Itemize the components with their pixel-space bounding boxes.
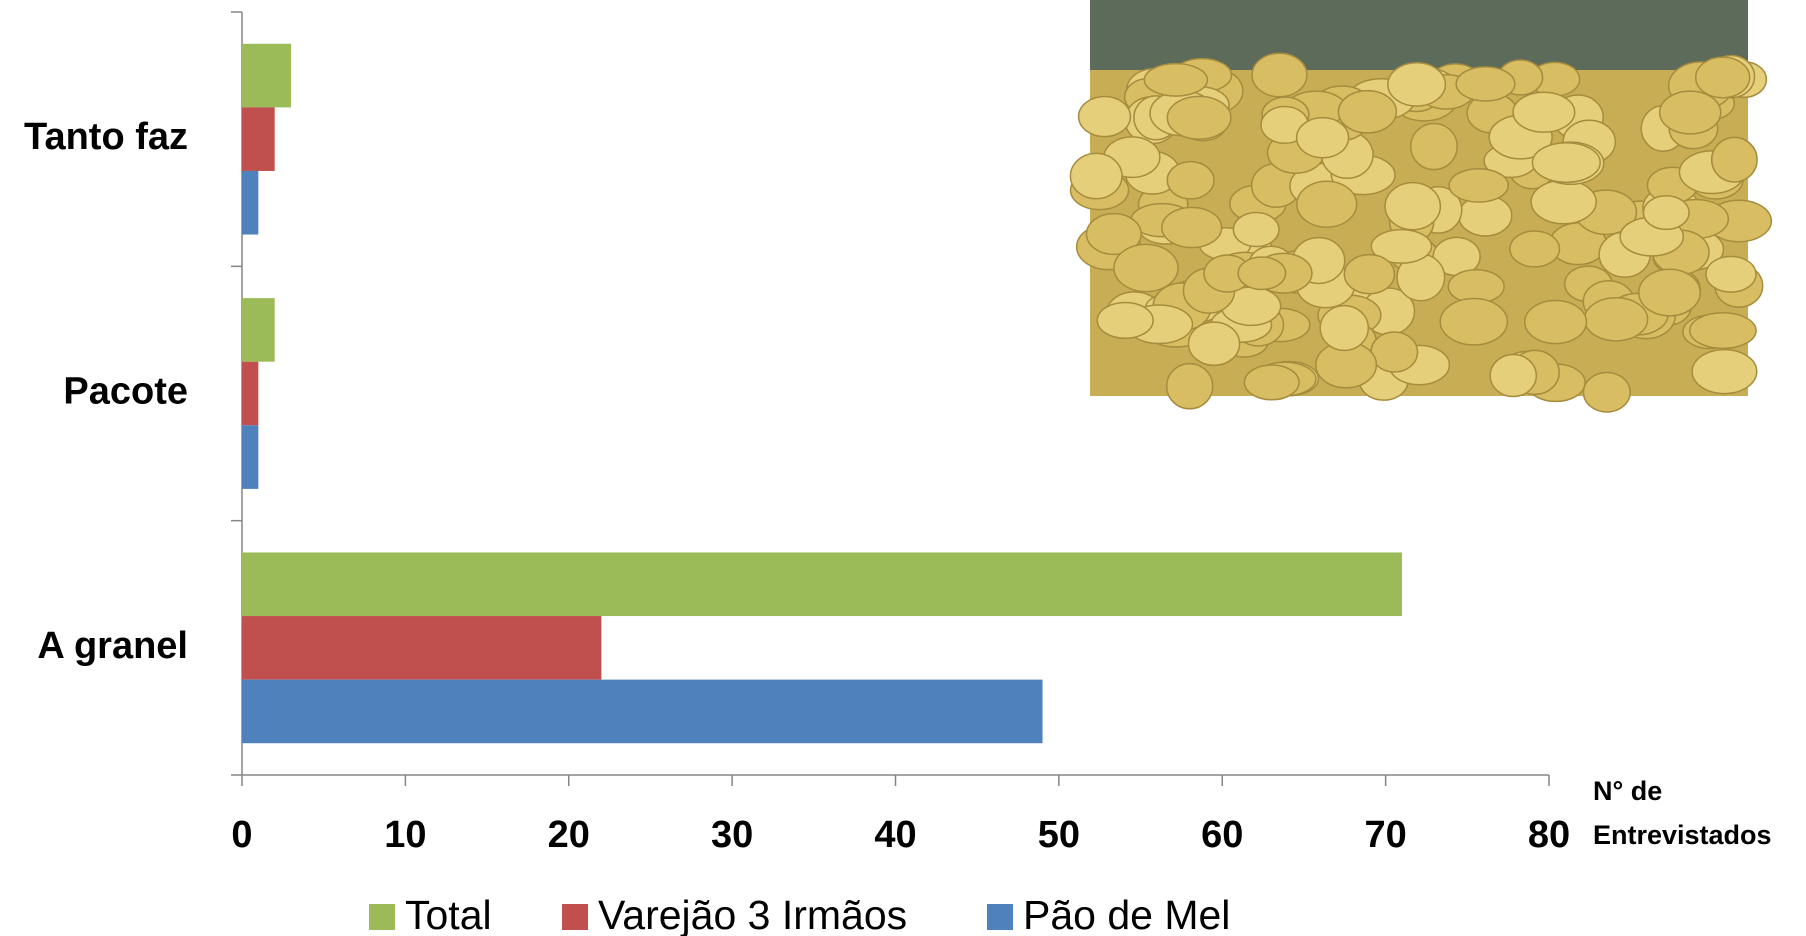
potato (1642, 195, 1690, 231)
potato (1638, 268, 1701, 317)
potato (1295, 116, 1350, 159)
x-tick-label: 20 (548, 814, 590, 856)
potato (1143, 62, 1209, 97)
legend-label: Varejão 3 Irmãos (598, 892, 907, 936)
potato (1232, 211, 1280, 248)
legend-swatch (562, 904, 588, 930)
x-tick-label: 40 (874, 814, 916, 856)
potato (1251, 52, 1308, 98)
potato (1161, 206, 1223, 249)
potato (1705, 255, 1757, 293)
bar (242, 679, 1043, 744)
legend-label: Total (405, 892, 492, 936)
potato (1512, 91, 1576, 133)
bar (242, 616, 602, 680)
y-tick-label: Pacote (63, 371, 188, 413)
potato (1165, 362, 1214, 410)
potato (1658, 90, 1722, 135)
potato (1187, 321, 1241, 367)
potato (1069, 152, 1123, 200)
bar (242, 107, 275, 171)
potato (1370, 331, 1419, 373)
potato (1489, 353, 1538, 398)
x-axis-label: Entrevistados (1593, 820, 1772, 850)
potato (1694, 56, 1751, 99)
potato (1531, 141, 1601, 184)
potato (1337, 89, 1398, 134)
potato (1343, 253, 1396, 295)
potato (1509, 230, 1561, 268)
x-axis-label: N° de (1593, 776, 1662, 806)
potato (1688, 312, 1757, 350)
x-tick-label: 60 (1201, 814, 1243, 856)
x-tick-label: 50 (1038, 814, 1080, 856)
potato (1439, 297, 1509, 346)
x-tick-label: 10 (384, 814, 426, 856)
potato (1691, 348, 1758, 395)
potato (1387, 62, 1447, 107)
potato (1237, 256, 1287, 291)
potato (1243, 364, 1300, 401)
bar (242, 298, 275, 362)
x-tick-label: 80 (1528, 814, 1570, 856)
potato (1582, 371, 1631, 413)
photo-shelf (1090, 0, 1748, 70)
potato (1166, 160, 1215, 200)
bar (242, 43, 292, 108)
potato (1166, 95, 1232, 140)
y-tick-label: A granel (37, 625, 188, 667)
potato (1384, 181, 1442, 231)
bar (242, 552, 1402, 617)
legend-swatch (987, 904, 1013, 930)
potato (1530, 179, 1597, 225)
potato (1113, 243, 1179, 293)
legend-swatch (369, 904, 395, 930)
potato (1455, 66, 1516, 102)
potato (1409, 122, 1458, 171)
potato (1523, 299, 1588, 345)
x-tick-label: 0 (231, 814, 252, 856)
potato (1319, 304, 1370, 352)
potato (1296, 180, 1358, 228)
bar (242, 170, 259, 235)
legend-label: Pão de Mel (1023, 892, 1230, 936)
y-tick-label: Tanto faz (24, 116, 188, 158)
x-tick-label: 70 (1364, 814, 1406, 856)
potato (1448, 167, 1509, 203)
potato (1710, 136, 1758, 183)
potato (1583, 297, 1649, 342)
potato (1077, 95, 1132, 138)
bar (242, 425, 259, 489)
potato (1370, 228, 1433, 264)
potato (1085, 212, 1142, 256)
bar (242, 361, 259, 426)
potato (1096, 301, 1154, 340)
x-tick-label: 30 (711, 814, 753, 856)
potato-photo (1069, 0, 1773, 413)
